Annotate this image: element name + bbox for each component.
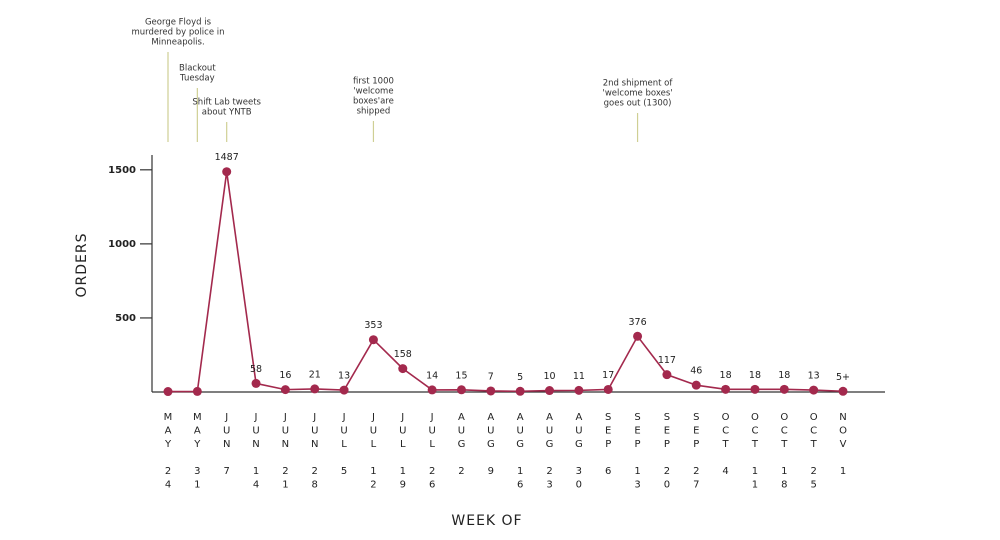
annotation-text: 2nd shipment of xyxy=(603,79,674,89)
annotation-text: Tuesday xyxy=(179,74,215,84)
x-tick-label: AUG 2 xyxy=(456,412,467,480)
data-point xyxy=(633,331,643,341)
data-label: 11 xyxy=(573,371,585,382)
data-label: 46 xyxy=(690,366,702,377)
data-label: 7 xyxy=(488,371,494,382)
annotation-text: first 1000 xyxy=(353,77,394,87)
data-point xyxy=(368,335,378,345)
data-point xyxy=(486,386,496,396)
x-tick-label: MAY 24 xyxy=(163,412,174,493)
annotation-text: 'welcome boxes' xyxy=(603,89,673,99)
x-tick-label: JUN 14 xyxy=(251,412,262,493)
data-point xyxy=(310,384,320,394)
y-axis-title: ORDERS xyxy=(74,233,90,298)
x-tick-label: SEP 6 xyxy=(603,412,614,480)
x-tick-label: JUL 5 xyxy=(339,412,350,480)
annotation-text: goes out (1300) xyxy=(604,99,672,109)
data-point xyxy=(251,378,261,388)
data-label: 10 xyxy=(543,371,555,382)
x-tick-label: NOV 1 xyxy=(838,412,849,480)
annotation-text: boxes'are xyxy=(353,97,394,107)
data-point xyxy=(691,380,701,390)
annotation-text: 'welcome xyxy=(353,87,393,97)
data-label: 17 xyxy=(602,370,614,381)
data-label: 14 xyxy=(426,370,438,381)
data-point xyxy=(192,386,202,396)
x-tick-label: OCT 11 xyxy=(749,412,760,493)
data-point xyxy=(222,167,232,177)
x-tick-label: SEP 13 xyxy=(632,412,643,493)
x-tick-label: AUG 30 xyxy=(573,412,584,493)
data-point xyxy=(779,384,789,394)
annotation-text: Blackout xyxy=(179,64,216,74)
data-label: 158 xyxy=(394,349,412,360)
data-point xyxy=(750,384,760,394)
data-point xyxy=(515,386,525,396)
x-tick-label: JUN 28 xyxy=(309,412,320,493)
data-label: 5+ xyxy=(836,372,850,383)
x-tick-label: JUN 7 xyxy=(221,412,232,480)
x-axis-title: WEEK OF xyxy=(451,513,522,529)
data-point xyxy=(838,386,848,396)
data-label: 13 xyxy=(338,371,350,382)
x-tick-label: MAY 31 xyxy=(192,412,203,493)
data-point xyxy=(339,385,349,395)
data-label: 1487 xyxy=(215,152,239,163)
annotation-text: about YNTB xyxy=(202,108,252,118)
data-label: 16 xyxy=(279,370,291,381)
y-tick-label: 1000 xyxy=(108,239,136,250)
x-tick-label: AUG 23 xyxy=(544,412,555,493)
y-tick-label: 500 xyxy=(115,313,136,324)
x-tick-label: JUN 21 xyxy=(280,412,291,493)
data-point xyxy=(456,385,466,395)
data-point xyxy=(574,385,584,395)
data-label: 353 xyxy=(364,320,382,331)
data-point xyxy=(809,385,819,395)
x-tick-label: OCT 18 xyxy=(779,412,790,493)
data-label: 58 xyxy=(250,364,262,375)
data-label: 376 xyxy=(628,317,646,328)
annotation-text: Minneapolis. xyxy=(151,38,204,48)
data-label: 117 xyxy=(658,355,676,366)
x-tick-label: AUG 9 xyxy=(485,412,496,480)
x-tick-label: JUL 26 xyxy=(427,412,438,493)
x-tick-label: OCT 25 xyxy=(808,412,819,493)
data-point xyxy=(398,364,408,374)
data-point xyxy=(721,384,731,394)
data-point xyxy=(163,387,173,397)
data-label: 13 xyxy=(808,371,820,382)
data-point xyxy=(280,385,290,395)
data-label: 18 xyxy=(720,370,732,381)
x-tick-label: SEP 27 xyxy=(691,412,702,493)
annotation-text: shipped xyxy=(357,107,391,117)
data-label: 18 xyxy=(778,370,790,381)
x-tick-label: SEP 20 xyxy=(661,412,672,493)
x-tick-label: JUL 12 xyxy=(368,412,379,493)
data-point xyxy=(603,384,613,394)
data-point xyxy=(662,370,672,380)
data-label: 18 xyxy=(749,370,761,381)
series-line xyxy=(167,171,844,393)
annotation-text: George Floyd is xyxy=(145,18,212,28)
annotation-text: murdered by police in xyxy=(131,28,224,38)
x-tick-label: AUG 16 xyxy=(515,412,526,493)
x-tick-label: JUL 19 xyxy=(397,412,408,493)
data-point xyxy=(545,386,555,396)
x-tick-label: OCT 4 xyxy=(720,412,731,480)
data-label: 15 xyxy=(455,370,467,381)
data-label: 5 xyxy=(517,372,523,383)
annotation-text: Shift Lab tweets xyxy=(192,98,261,108)
y-tick-label: 1500 xyxy=(108,165,136,176)
data-point xyxy=(427,385,437,395)
data-label: 21 xyxy=(309,369,321,380)
